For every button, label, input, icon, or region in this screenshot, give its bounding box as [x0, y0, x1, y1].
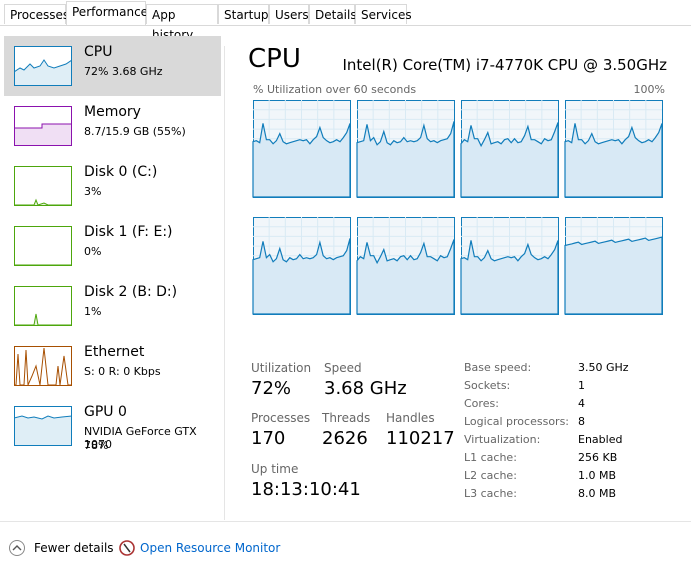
tab[interactable]: App history	[146, 4, 218, 42]
item-detail: 72% 3.68 GHz	[84, 65, 163, 78]
graph-label: % Utilization over 60 seconds	[253, 83, 417, 96]
thumb-frame	[14, 286, 72, 326]
graph-line	[460, 122, 559, 198]
stat-label: Threads	[322, 411, 371, 425]
graph-line	[564, 123, 663, 198]
item-detail: NVIDIA GeForce GTX 1070	[84, 425, 197, 451]
item-detail: 3%	[84, 185, 102, 198]
graph-line	[356, 121, 455, 198]
graph-max: 100%	[633, 83, 665, 96]
item-extra: 78%	[84, 439, 109, 452]
thumbnail	[14, 406, 72, 446]
stat-value: 2626	[322, 428, 368, 449]
stat-value: 18:13:10:41	[251, 479, 361, 500]
stat-value: 170	[251, 428, 286, 449]
graph-line	[564, 236, 663, 315]
detail-label: Sockets:	[464, 379, 511, 392]
thumb-line	[14, 123, 72, 146]
graph-line	[252, 238, 351, 315]
open-resource-monitor[interactable]: Open Resource Monitor	[140, 541, 281, 555]
detail-label: Logical processors:	[464, 415, 570, 428]
stat-label: Utilization	[251, 361, 312, 375]
thumb-frame	[14, 166, 72, 206]
detail-value: 8.0 MB	[578, 487, 617, 500]
stat-label: Processes	[251, 411, 311, 425]
thumb-line	[14, 59, 72, 86]
thumbnail	[14, 166, 72, 206]
panel-title: CPU	[248, 44, 301, 74]
tab[interactable]: Performance	[66, 1, 148, 25]
sidebar-item[interactable]: Disk 0 (C:) 3%	[4, 156, 221, 216]
detail-label: L3 cache:	[464, 487, 517, 500]
graph-line	[356, 239, 455, 315]
tab-border	[0, 25, 691, 26]
detail-value: 256 KB	[578, 451, 618, 464]
tab[interactable]: Details	[309, 4, 357, 24]
sidebar-item[interactable]: Disk 2 (B: D:) 1%	[4, 276, 221, 336]
detail-value: 1	[578, 379, 585, 392]
thumbnail	[14, 226, 72, 266]
divider	[224, 46, 225, 520]
item-name: CPU	[84, 44, 113, 60]
sidebar-item[interactable]: Memory 8.7/15.9 GB (55%)	[4, 96, 221, 156]
stat-value: 110217	[386, 428, 455, 449]
cpu-graphs	[252, 100, 663, 315]
thumbnail	[14, 286, 72, 326]
stat-label: Speed	[324, 361, 362, 375]
thumbnail	[14, 106, 72, 146]
tab[interactable]: Processes	[4, 4, 69, 24]
detail-label: L1 cache:	[464, 451, 517, 464]
graph-line	[460, 240, 559, 315]
item-name: Memory	[84, 104, 141, 120]
detail-value: 1.0 MB	[578, 469, 617, 482]
graph-line	[252, 123, 351, 198]
fewer-details[interactable]: Fewer details	[34, 541, 114, 555]
sidebar-item[interactable]: GPU 0 NVIDIA GeForce GTX 1070 78%	[4, 396, 221, 456]
detail-label: Cores:	[464, 397, 499, 410]
thumbnail	[14, 346, 72, 386]
detail-label: Virtualization:	[464, 433, 541, 446]
processor-name: Intel(R) Core(TM) i7-4770K CPU @ 3.50GHz	[342, 56, 667, 74]
item-detail: S: 0 R: 0 Kbps	[84, 365, 161, 378]
stat-label: Handles	[386, 411, 435, 425]
tab[interactable]: Users	[269, 4, 309, 24]
tab[interactable]: Startup	[218, 4, 269, 24]
item-name: Disk 0 (C:)	[84, 164, 158, 180]
stat-value: 72%	[251, 378, 292, 399]
thumb-frame	[14, 46, 72, 86]
detail-value: 3.50 GHz	[578, 361, 629, 374]
fewer-icon[interactable]	[8, 539, 26, 557]
thumb-frame	[14, 406, 72, 446]
item-name: Disk 1 (F: E:)	[84, 224, 173, 240]
stat-label: Up time	[251, 462, 299, 476]
tab[interactable]: Services	[355, 4, 412, 24]
thumb-line	[14, 347, 72, 386]
detail-value: 8	[578, 415, 585, 428]
thumb-line	[14, 198, 72, 206]
footer-border	[0, 521, 691, 522]
thumb-frame	[14, 226, 72, 266]
detail-label: L2 cache:	[464, 469, 517, 482]
item-detail: 8.7/15.9 GB (55%)	[84, 125, 186, 138]
sidebar-item[interactable]: Ethernet S: 0 R: 0 Kbps	[4, 336, 221, 396]
stat-value: 3.68 GHz	[324, 378, 407, 399]
item-name: Disk 2 (B: D:)	[84, 284, 178, 300]
detail-label: Base speed:	[464, 361, 532, 374]
detail-value: Enabled	[578, 433, 623, 446]
sidebar-item[interactable]: Disk 1 (F: E:) 0%	[4, 216, 221, 276]
item-name: Ethernet	[84, 344, 145, 360]
detail-value: 4	[578, 397, 585, 410]
thumb-line	[14, 313, 72, 326]
thumb-line	[14, 415, 72, 446]
item-name: GPU 0	[84, 404, 127, 420]
thumb-line	[14, 264, 72, 266]
monitor-icon[interactable]	[118, 539, 136, 557]
item-detail: 0%	[84, 245, 102, 258]
sidebar-item[interactable]: CPU 72% 3.68 GHz	[4, 36, 221, 96]
thumbnail	[14, 46, 72, 86]
item-detail: 1%	[84, 305, 102, 318]
